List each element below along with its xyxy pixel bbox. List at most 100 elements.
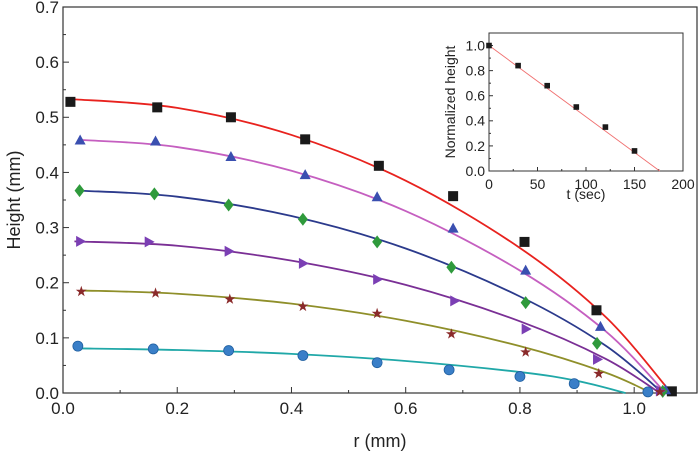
y-tick-label: 0.0 [466,163,486,179]
fit-line [80,138,667,394]
series-4 [75,285,666,397]
x-axis-label: r (mm) [354,431,407,451]
x-tick-label: 0.8 [508,399,532,418]
x-tick-label: 0.0 [51,399,75,418]
data-point-triangle-right [593,353,604,365]
data-point-square [631,148,638,154]
series-5 [72,340,654,398]
y-tick-label: 0.8 [466,63,486,79]
data-point-square [486,42,492,49]
data-point-square [591,305,602,316]
y-tick-label: 0.0 [35,384,59,403]
data-point-square [65,96,76,107]
data-point-diamond [74,184,85,198]
data-point-triangle-right [450,295,461,307]
data-point-circle [297,350,309,361]
data-point-circle [514,371,526,382]
data-point-triangle [299,169,311,180]
x-tick-label: 0.2 [165,399,189,418]
y-axis-label: Height (mm) [4,150,24,249]
data-point-square [225,112,236,123]
data-point-triangle [150,135,162,146]
data-point-triangle [447,222,459,233]
y-tick-label: 0.3 [35,219,59,238]
y-axis-label: Normalized height [442,45,458,158]
x-axis-label: t (sec) [567,186,606,202]
fit-line [74,347,626,394]
y-tick-label: 0.4 [35,163,59,182]
plot-frame [488,32,684,172]
data-point-square [448,191,459,202]
data-point-star [654,386,666,397]
data-point-diamond [223,198,234,212]
data-point-star [224,293,236,304]
data-point-circle [147,343,159,355]
data-point-square [152,102,163,113]
data-point-square [300,134,311,145]
data-point-square [373,160,384,171]
data-point-triangle [225,150,237,161]
y-tick-label: 0.6 [35,53,59,72]
data-point-star [593,367,605,379]
x-tick-label: 0 [485,176,493,192]
fit-line [80,189,664,394]
data-point-diamond [446,260,457,274]
x-tick-label: 1.0 [622,399,646,418]
y-tick-label: 0.1 [35,329,59,348]
data-point-star [297,300,309,312]
data-point-diamond [149,187,160,201]
data-point-square [519,236,530,247]
data-point-triangle-right [76,235,87,247]
data-point-triangle [594,320,606,331]
fit-line [71,98,672,394]
y-tick-label: 0.4 [466,113,486,129]
data-point-circle [72,340,84,352]
data-point-square [666,386,677,397]
data-point-diamond [592,336,603,350]
y-tick-label: 0.2 [35,274,59,293]
data-point-square [573,104,580,110]
x-tick-label: 100 [574,176,598,192]
x-tick-label: 50 [530,176,546,192]
data-point-circle [223,345,235,356]
y-tick-label: 0.7 [35,0,59,17]
fit-line [80,289,652,394]
data-point-circle [371,357,383,369]
y-tick-label: 0.2 [466,138,486,154]
series-0 [65,96,677,397]
fit-line [74,240,661,394]
series-2 [74,184,668,398]
data-point-star [371,307,383,319]
y-tick-label: 0.6 [466,88,486,104]
data-point-square [544,82,550,89]
inset-plot: 0 50 100 150 200 0.0 0.2 0.4 0.6 0.8 1.0 t (sec) Nor… [442,32,695,202]
data-point-star [75,285,87,297]
main-plot: 0.0 0.2 0.4 0.6 0.8 1.00.00.10.20.30.40.50.60… [4,0,698,451]
x-tick-label: 0.4 [280,399,304,418]
data-point-triangle-right [373,273,384,285]
data-point-triangle [371,191,383,202]
data-point-diamond [372,235,383,249]
y-tick-label: 0.5 [35,108,59,127]
series-1 [74,134,672,395]
series-3 [74,235,666,397]
x-tick-label: 150 [623,176,647,192]
data-point-square [515,62,521,69]
y-tick-label: 1.0 [466,37,486,53]
data-point-circle [568,378,580,390]
data-point-triangle [520,264,532,275]
data-point-star [520,346,532,357]
x-tick-label: 0.6 [394,399,418,418]
x-tick-label: 200 [671,176,695,192]
series-0 [486,42,660,172]
data-point-square [602,124,609,130]
data-point-triangle-right [144,236,155,248]
data-point-star [445,328,457,339]
data-point-triangle-right [224,245,235,257]
data-point-triangle-right [298,257,309,269]
data-point-diamond [520,296,531,310]
data-point-triangle [74,134,86,145]
data-point-triangle-right [521,323,532,335]
data-point-circle [443,364,455,376]
